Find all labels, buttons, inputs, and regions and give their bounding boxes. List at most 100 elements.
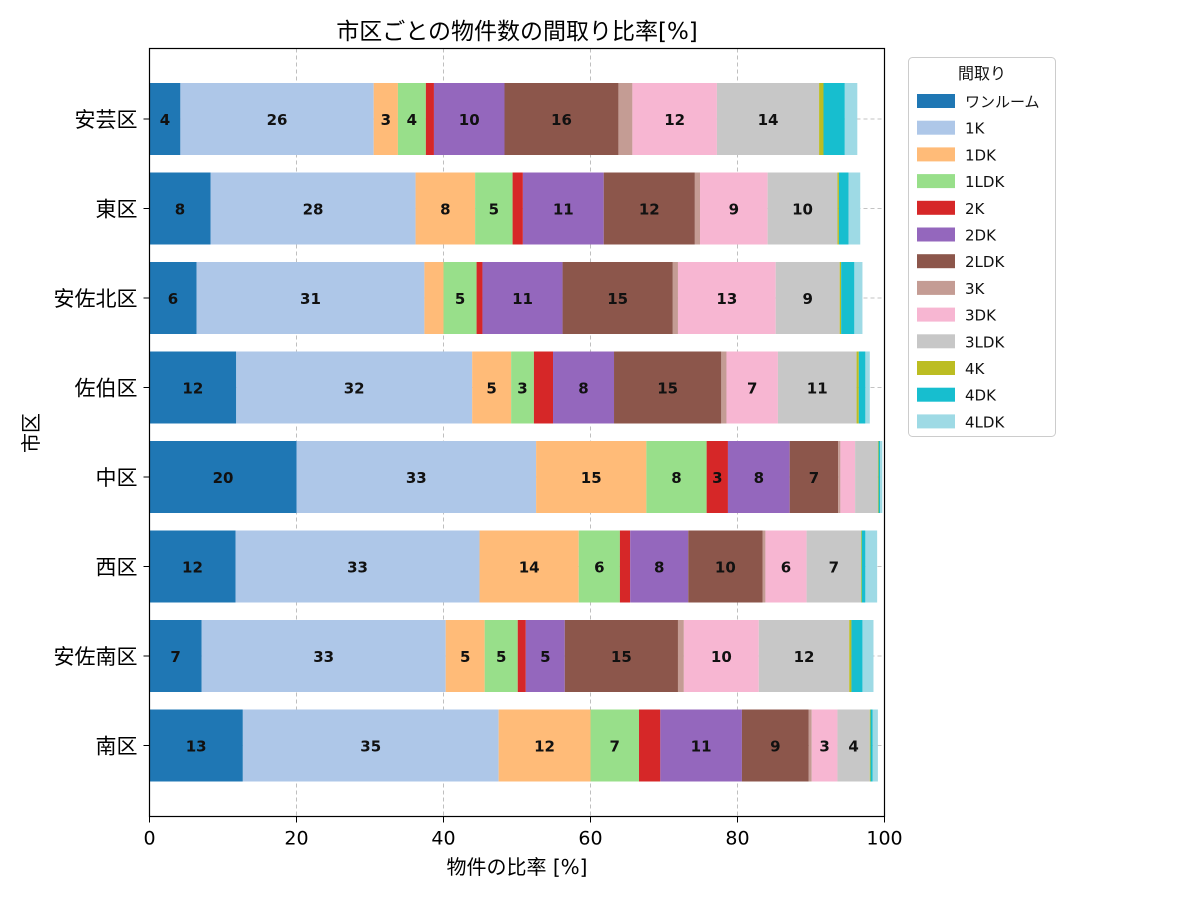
bar-segment: [700, 172, 768, 245]
bars: [149, 83, 883, 782]
bar-segment: [741, 709, 809, 782]
bar-data-label: 15: [607, 290, 628, 308]
legend-swatch: [917, 387, 955, 402]
legend-label: ワンルーム: [965, 93, 1040, 111]
bar-data-label: 33: [347, 559, 368, 577]
legend-swatch: [917, 174, 955, 189]
legend-swatch: [917, 361, 955, 375]
y-category-label: 中区: [96, 466, 138, 490]
y-category-label: 安佐北区: [54, 287, 138, 311]
bar-segment: [533, 351, 554, 424]
bar-data-label: 15: [657, 380, 678, 398]
bar-data-label: 14: [519, 559, 540, 577]
bar-segment: [677, 620, 684, 692]
bar-data-label: 10: [715, 559, 736, 577]
bar-data-label: 10: [792, 201, 813, 219]
legend-swatch: [917, 120, 955, 135]
bar-data-label: 4: [160, 111, 170, 129]
legend-label: 3K: [965, 280, 986, 298]
bar-segment: [765, 530, 807, 603]
bar-data-label: 7: [829, 559, 839, 577]
bar-segment: [149, 441, 297, 513]
bar-segment: [861, 530, 866, 603]
bar-segment: [851, 620, 863, 692]
bar-segment: [858, 351, 866, 424]
bar-segment: [484, 620, 518, 692]
bar-data-label: 5: [496, 648, 506, 666]
bar-segment: [856, 351, 859, 424]
bar-data-label: 32: [344, 380, 365, 398]
x-tick-label: 100: [866, 828, 902, 850]
bar-segment: [443, 262, 477, 334]
bar-segment: [848, 172, 861, 245]
bar-segment: [838, 172, 849, 245]
bar-segment: [758, 620, 850, 692]
bar-data-label: 14: [758, 111, 779, 129]
bar-data-label: 5: [489, 201, 499, 219]
bar-data-label: 11: [512, 290, 533, 308]
y-category-label: 西区: [96, 556, 138, 580]
x-tick-label: 20: [284, 828, 308, 850]
bar-data-label: 11: [553, 201, 574, 219]
y-category-label: 南区: [96, 735, 138, 759]
bar-segment: [424, 262, 444, 334]
bar-data-label: 12: [182, 559, 203, 577]
plot-frame: [148, 47, 886, 818]
bar-segment: [808, 709, 812, 782]
bar-segment: [862, 620, 874, 692]
x-tick-label: 40: [431, 828, 455, 850]
bar-data-label: 15: [611, 648, 632, 666]
bar-data-label: 12: [794, 648, 815, 666]
bar-data-label: 6: [168, 290, 178, 308]
bar-segment: [603, 172, 695, 245]
bar-data-label: 33: [313, 648, 334, 666]
bar-segment: [196, 262, 425, 334]
bar-segment: [373, 83, 398, 155]
chart-title: 市区ごとの物件数の間取り比率[%]: [336, 19, 698, 45]
legend-swatch: [917, 227, 955, 242]
bar-segment: [632, 83, 717, 155]
bar-segment: [806, 530, 861, 603]
legend-swatch: [917, 414, 955, 429]
bar-segment: [870, 709, 873, 782]
bar-segment: [149, 83, 181, 155]
bar-data-label: 20: [213, 469, 234, 487]
bar-data-label: 9: [729, 201, 739, 219]
legend-label: 4DK: [965, 387, 997, 405]
bar-segment: [841, 262, 855, 334]
bar-data-label: 16: [551, 111, 572, 129]
bar-segment: [433, 83, 505, 155]
legend-box: [908, 57, 1056, 437]
bar-segment: [860, 530, 862, 603]
bar-data-label: 7: [747, 380, 757, 398]
bar-data-label: 8: [671, 469, 681, 487]
bar-data-label: 31: [300, 290, 321, 308]
y-category-label: 佐伯区: [75, 377, 138, 401]
legend-swatch: [917, 307, 955, 322]
legend-label: 4LDK: [965, 413, 1005, 431]
legend-label: 1DK: [965, 146, 997, 164]
bar-segment: [688, 530, 763, 603]
bar-segment: [721, 351, 727, 424]
bar-data-label: 11: [691, 738, 712, 756]
bar-data-label: 10: [459, 111, 480, 129]
legend-label: 2LDK: [965, 253, 1005, 271]
bar-data-label: 8: [175, 201, 185, 219]
bar-data-label: 8: [578, 380, 588, 398]
legend-swatch: [917, 200, 955, 215]
bar-segment: [880, 441, 883, 513]
bar-segment: [614, 351, 722, 424]
bar-segment: [777, 351, 857, 424]
x-axis-label: 物件の比率 [%]: [447, 855, 588, 879]
bar-segment: [479, 530, 579, 603]
bar-segment: [525, 620, 565, 692]
grid-lines: [149, 48, 885, 817]
legend-label: 3DK: [965, 307, 997, 325]
bar-segment: [180, 83, 374, 155]
bar-segment: [445, 620, 485, 692]
bar-segment: [727, 441, 790, 513]
x-tick-label: 80: [725, 828, 749, 850]
bar-data-label: 12: [664, 111, 685, 129]
bar-segment: [618, 83, 633, 155]
